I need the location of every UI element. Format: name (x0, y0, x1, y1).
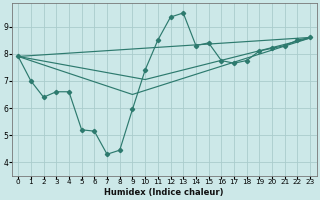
X-axis label: Humidex (Indice chaleur): Humidex (Indice chaleur) (104, 188, 224, 197)
